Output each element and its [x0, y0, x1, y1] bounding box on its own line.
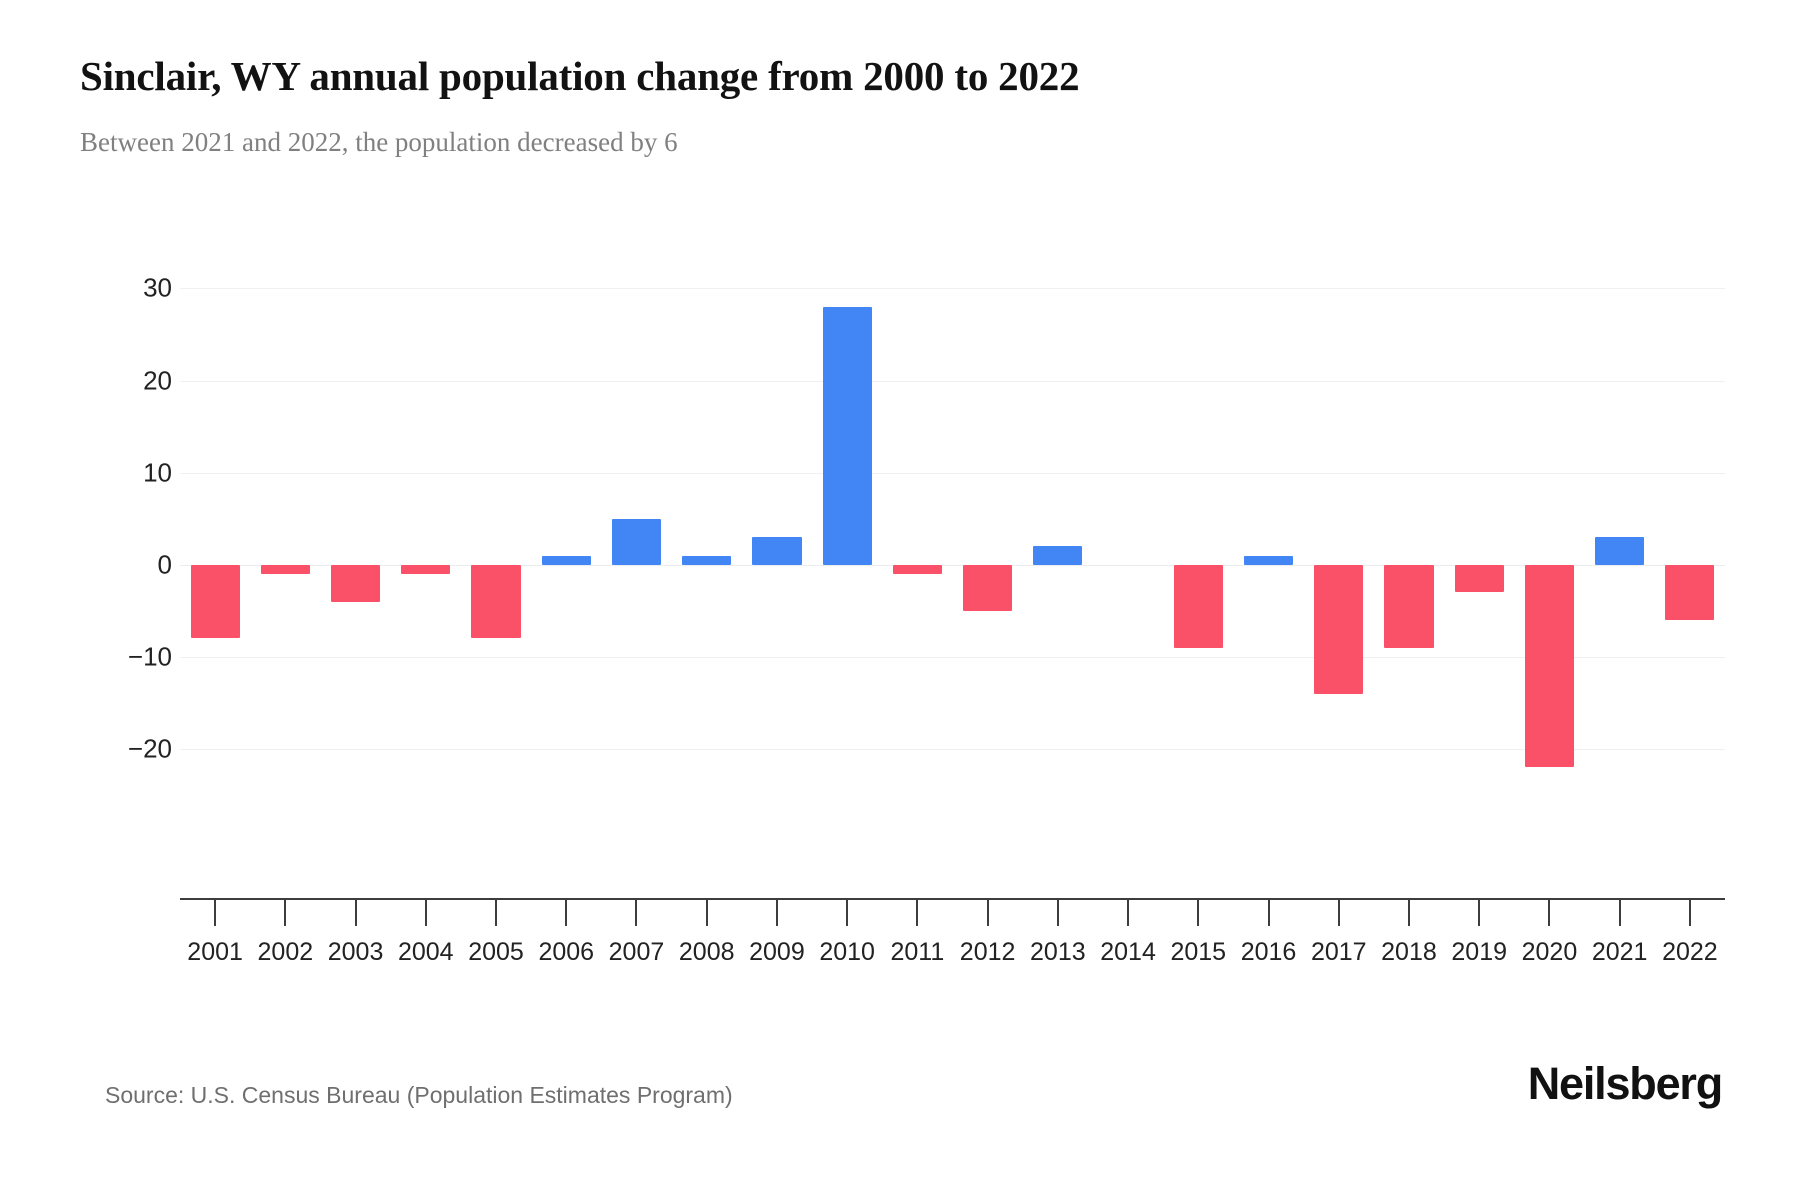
x-tick-2013: [1056, 900, 1059, 926]
gridline-0: [180, 564, 1725, 566]
y-tick-label--10: −10: [127, 641, 172, 672]
x-tick-label-2003: 2003: [327, 938, 384, 966]
page-title: Sinclair, WY annual population change fr…: [80, 53, 1080, 99]
y-tick-label--20: −20: [127, 733, 172, 764]
bar-2021: [1595, 537, 1645, 565]
x-tick-2022: [1688, 900, 1691, 926]
x-tick-label-2018: 2018: [1381, 938, 1437, 966]
x-tick-2021: [1618, 900, 1621, 926]
x-tick-label-2015: 2015: [1170, 938, 1227, 966]
bar-2011: [892, 564, 942, 574]
x-tick-2005: [495, 900, 498, 926]
bar-2006: [541, 555, 591, 565]
x-tick-2001: [214, 900, 217, 926]
gridline-10: [180, 472, 1725, 474]
y-tick-label-30: 30: [143, 272, 172, 303]
x-tick-label-2007: 2007: [608, 938, 665, 966]
x-tick-2010: [846, 900, 849, 926]
x-tick-label-2021: 2021: [1591, 938, 1648, 966]
brand-logo: Neilsberg: [1527, 1058, 1723, 1109]
x-tick-2003: [354, 900, 357, 926]
bar-2004: [401, 564, 451, 574]
y-tick-label-10: 10: [143, 457, 172, 488]
x-tick-label-2014: 2014: [1100, 938, 1156, 966]
x-tick-label-2005: 2005: [468, 938, 524, 966]
bar-2002: [260, 564, 310, 574]
x-tick-2006: [565, 900, 568, 926]
x-tick-2011: [916, 900, 919, 926]
x-tick-2014: [1127, 900, 1130, 926]
y-tick-label-0: 0: [157, 549, 172, 580]
x-tick-label-2009: 2009: [749, 938, 805, 966]
x-tick-label-2012: 2012: [959, 938, 1016, 966]
bar-2009: [752, 537, 802, 565]
bar-2016: [1243, 555, 1294, 565]
bar-2008: [682, 555, 732, 565]
x-tick-2020: [1548, 900, 1551, 926]
x-tick-label-2013: 2013: [1030, 938, 1086, 966]
source-note: Source: U.S. Census Bureau (Population E…: [105, 1082, 733, 1108]
x-tick-label-2017: 2017: [1310, 938, 1367, 966]
x-tick-2012: [986, 900, 989, 926]
bar-2007: [611, 518, 662, 565]
x-tick-2007: [635, 900, 638, 926]
x-tick-2018: [1407, 900, 1410, 926]
bar-2019: [1454, 564, 1504, 593]
gridline-30: [180, 288, 1725, 290]
bar-2010: [822, 306, 872, 565]
x-tick-label-2004: 2004: [397, 938, 454, 966]
y-axis-labels: 30 20 10 0 −10 −20: [0, 270, 172, 795]
x-tick-2004: [424, 900, 427, 926]
gridline--20: [180, 748, 1725, 750]
x-tick-2015: [1197, 900, 1200, 926]
x-tick-label-2019: 2019: [1451, 938, 1508, 966]
bar-2012: [963, 564, 1013, 611]
x-tick-2002: [284, 900, 287, 926]
x-tick-label-2002: 2002: [257, 938, 314, 966]
x-tick-2016: [1267, 900, 1270, 926]
bar-2020: [1524, 564, 1574, 768]
x-tick-label-2011: 2011: [890, 938, 945, 966]
gridline-20: [180, 380, 1725, 382]
gridline--10: [180, 656, 1725, 658]
x-axis-line: [180, 898, 1725, 900]
bar-series: [180, 270, 1725, 795]
bar-2001: [190, 564, 240, 639]
bar-2022: [1665, 564, 1715, 620]
x-tick-2008: [705, 900, 708, 926]
x-axis-labels: 2001 2002 2003 2004 2005 2006 2007 2008 2009 2010…: [180, 938, 1725, 978]
x-tick-label-2006: 2006: [538, 938, 595, 966]
x-tick-label-2008: 2008: [678, 938, 735, 966]
x-tick-label-2016: 2016: [1240, 938, 1297, 966]
x-axis-ticks: [180, 900, 1725, 926]
bar-2015: [1173, 564, 1223, 648]
bar-2017: [1314, 564, 1364, 694]
x-tick-label-2001: 2001: [187, 938, 243, 966]
x-tick-label-2010: 2010: [819, 938, 875, 966]
bar-2013: [1033, 546, 1083, 565]
plot-gridlines: [180, 270, 1725, 795]
bar-2003: [330, 564, 381, 602]
x-tick-label-2020: 2020: [1521, 938, 1578, 966]
x-tick-2019: [1478, 900, 1481, 926]
x-tick-label-2022: 2022: [1662, 938, 1718, 966]
page-subtitle: Between 2021 and 2022, the population de…: [80, 127, 678, 157]
bar-2005: [471, 564, 521, 639]
bar-2018: [1384, 564, 1434, 648]
x-tick-2017: [1337, 900, 1340, 926]
y-tick-label-20: 20: [143, 365, 172, 396]
x-tick-2009: [775, 900, 778, 926]
